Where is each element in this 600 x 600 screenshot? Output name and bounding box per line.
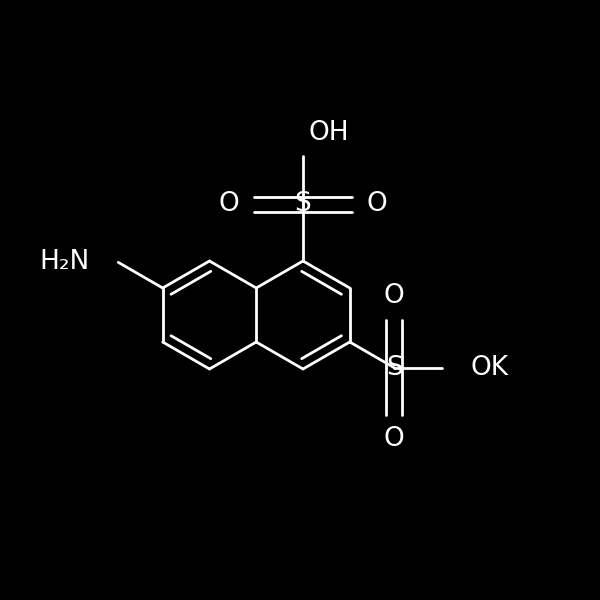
Text: H₂N: H₂N	[39, 250, 89, 275]
Text: O: O	[384, 283, 404, 309]
Text: O: O	[219, 191, 239, 217]
Text: OH: OH	[309, 120, 350, 146]
Text: O: O	[384, 426, 404, 452]
Text: O: O	[367, 191, 387, 217]
Text: S: S	[386, 355, 403, 380]
Text: OK: OK	[470, 355, 509, 380]
Text: S: S	[295, 191, 311, 217]
